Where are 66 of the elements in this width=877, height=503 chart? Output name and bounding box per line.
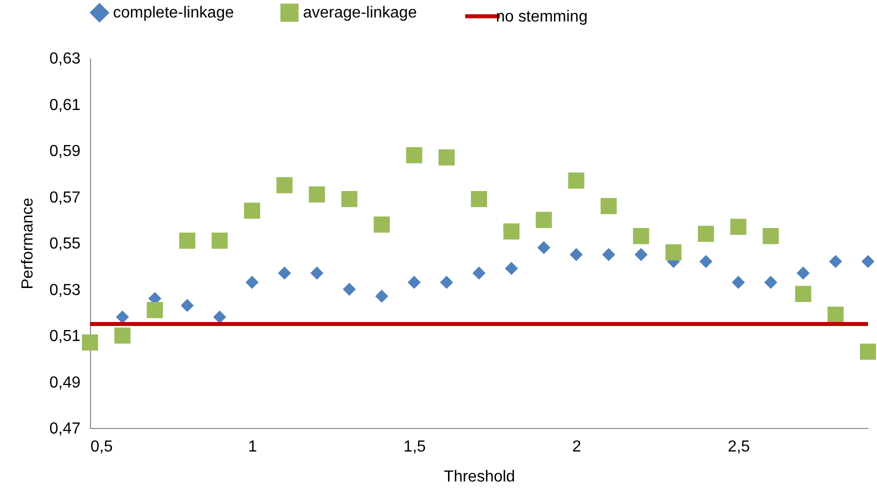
point [470, 191, 488, 208]
point [570, 248, 583, 262]
point [698, 226, 714, 242]
point [602, 248, 616, 262]
point [732, 276, 745, 289]
point [114, 327, 130, 344]
point [699, 254, 712, 268]
point [633, 228, 650, 244]
y-tick-label: 0,59 [49, 143, 81, 160]
point [764, 276, 778, 289]
point [861, 254, 875, 268]
point [276, 177, 293, 194]
point [828, 306, 844, 323]
point [504, 262, 518, 275]
y-tick-label: 0,61 [49, 96, 81, 114]
point [600, 198, 617, 214]
point [244, 202, 260, 219]
point [406, 147, 422, 164]
point [568, 172, 584, 189]
point [213, 310, 226, 324]
point [308, 186, 325, 202]
point [246, 276, 259, 289]
legend-label: complete-linkage [113, 4, 234, 22]
y-tick-label: 0,49 [49, 374, 81, 392]
point [212, 232, 228, 249]
point [634, 248, 648, 262]
y-tick-label: 0,57 [49, 189, 81, 206]
point [341, 191, 358, 208]
y-tick-label: 0,47 [49, 420, 81, 438]
x-axis-title: Threshold [444, 468, 516, 486]
point [146, 302, 163, 318]
point [375, 290, 388, 303]
point [179, 232, 196, 249]
point [860, 344, 876, 360]
y-tick-label: 0,53 [49, 282, 81, 299]
x-tick-label: 2,5 [728, 438, 750, 456]
y-tick-label: 0,55 [49, 236, 81, 252]
point [310, 266, 324, 280]
point [762, 228, 779, 244]
point [82, 334, 98, 350]
x-tick-label: 0,5 [90, 438, 113, 456]
legend-label: average-linkage [303, 4, 417, 22]
point [730, 218, 746, 235]
point [829, 254, 842, 268]
point [438, 149, 455, 166]
point [796, 266, 810, 280]
y-tick-label: 0,51 [49, 328, 81, 345]
point [342, 282, 356, 296]
y-tick-label: 0,63 [49, 50, 81, 68]
point [472, 266, 486, 280]
point [180, 298, 194, 312]
point [278, 266, 292, 280]
point [537, 241, 550, 254]
point [116, 310, 129, 324]
point [536, 212, 552, 228]
point [408, 276, 421, 289]
x-tick-label: 1 [248, 438, 258, 456]
legend-label: no stemming [496, 8, 588, 26]
point [795, 286, 812, 302]
x-tick-label: 1,5 [404, 438, 426, 456]
point [665, 244, 682, 260]
point [374, 216, 390, 233]
point [440, 276, 454, 289]
point [503, 223, 520, 240]
y-axis-title: Performance [19, 198, 36, 290]
x-tick-label: 2 [572, 438, 582, 456]
